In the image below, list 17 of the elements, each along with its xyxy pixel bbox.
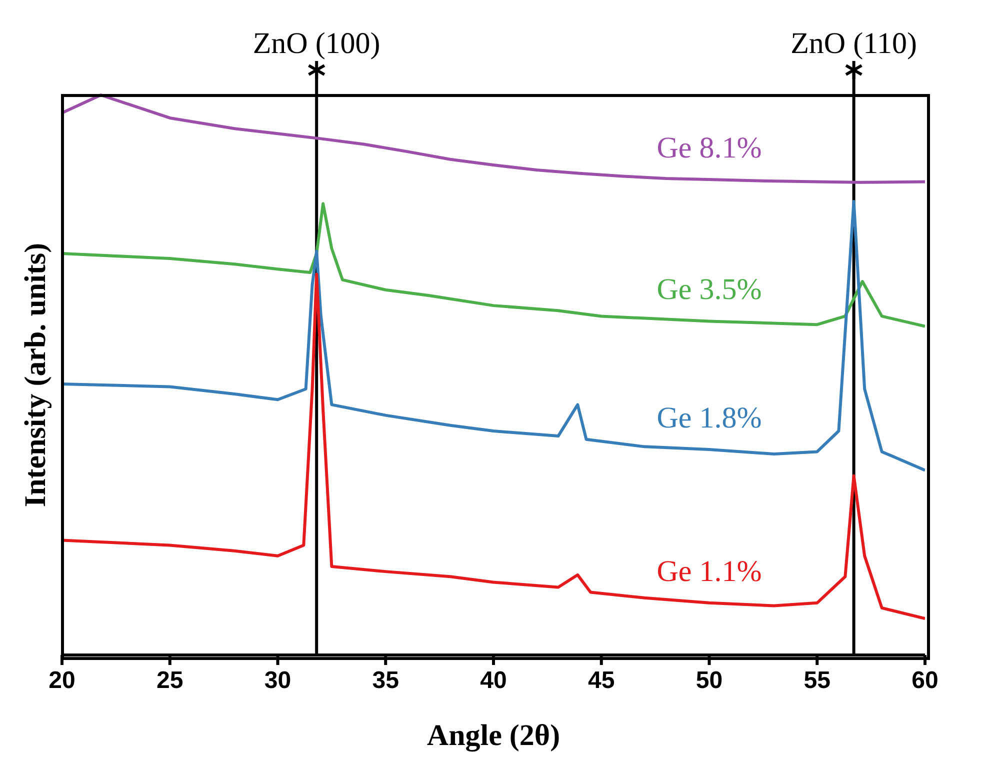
series-label: Ge 1.1% [656,554,762,588]
x-axis-title: Angle (2θ) [426,719,560,752]
y-axis-title: Intensity (arb. units) [19,242,53,508]
ref-line-label: ZnO (100) [252,27,380,60]
x-tick-label: 45 [588,667,615,694]
series-label: Ge 3.5% [656,273,762,306]
x-tick-label: 50 [696,667,723,694]
ref-line-label: ZnO (110) [790,27,917,60]
x-tick-label: 30 [264,667,292,694]
series-label: Ge 8.1% [656,132,762,165]
x-tick-label: 35 [372,667,399,694]
x-tick-label: 60 [912,667,938,694]
series-label: Ge 1.8% [656,401,762,434]
x-tick-label: 25 [156,667,184,694]
x-tick-label: 20 [48,667,76,694]
x-tick-label: 40 [480,667,507,694]
x-tick-label: 55 [804,667,830,694]
